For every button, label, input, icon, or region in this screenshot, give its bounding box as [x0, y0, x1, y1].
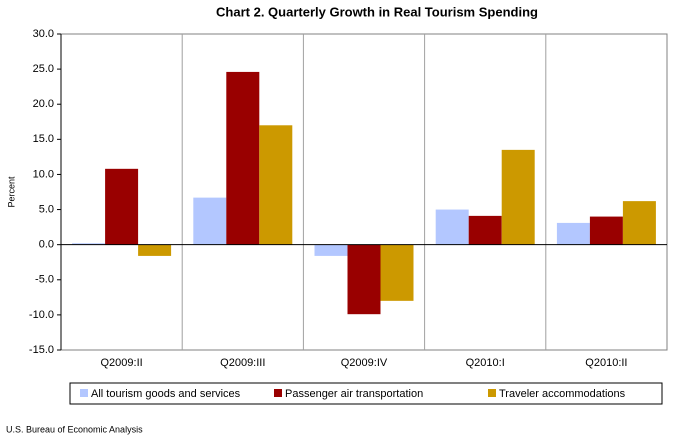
y-axis-label: Percent	[6, 176, 16, 208]
y-tick-label: 5.0	[39, 203, 54, 215]
legend-label: Passenger air transportation	[285, 388, 423, 400]
x-tick-label: Q2009:IV	[341, 357, 388, 369]
bar	[435, 209, 469, 245]
chart-title: Chart 2. Quarterly Growth in Real Touris…	[216, 4, 538, 19]
y-tick-label: 10.0	[33, 168, 54, 180]
y-tick-label: 15.0	[33, 133, 54, 145]
y-tick-label: 25.0	[33, 63, 54, 75]
source-note: U.S. Bureau of Economic Analysis	[6, 424, 143, 434]
bar	[72, 243, 106, 245]
y-tick-label: 0.0	[39, 239, 54, 251]
x-tick-label: Q2010:I	[466, 357, 505, 369]
legend-label: All tourism goods and services	[91, 388, 241, 400]
x-tick-label: Q2009:III	[220, 357, 265, 369]
legend-label: Traveler accommodations	[499, 388, 626, 400]
legend-swatch	[488, 389, 496, 397]
bar	[347, 244, 381, 315]
y-tick-label: 20.0	[33, 98, 54, 110]
legend-swatch	[274, 389, 282, 397]
bar	[501, 149, 535, 245]
legend-swatch	[80, 389, 88, 397]
bar	[556, 222, 590, 245]
y-tick-label: 30.0	[33, 28, 54, 40]
bar	[468, 215, 502, 245]
bar	[105, 168, 139, 245]
x-tick-label: Q2009:II	[100, 357, 142, 369]
y-tick-label: -5.0	[35, 274, 54, 286]
legend-box	[69, 382, 663, 405]
x-tick-label: Q2010:II	[585, 357, 627, 369]
bar	[380, 244, 414, 301]
y-tick-label: -10.0	[29, 309, 54, 321]
bar	[314, 244, 348, 256]
y-tick-label: -15.0	[29, 344, 54, 356]
bar	[622, 201, 656, 245]
bar	[193, 197, 227, 245]
bar	[226, 71, 260, 245]
bar	[138, 244, 172, 256]
bar	[259, 125, 293, 245]
bar	[589, 216, 623, 245]
